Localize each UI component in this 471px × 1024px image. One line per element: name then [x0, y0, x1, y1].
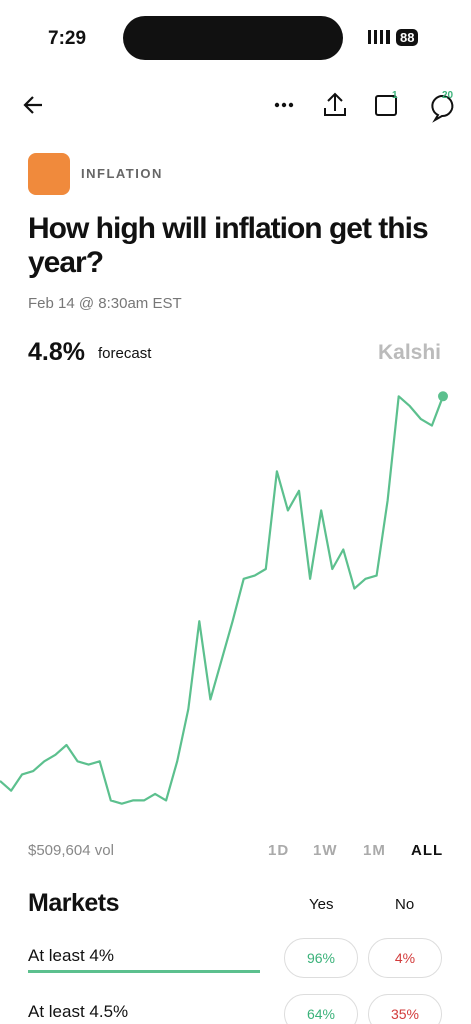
battery: 88 [396, 29, 419, 46]
status-time: 7:29 [48, 28, 87, 49]
dynamic-island [123, 16, 343, 60]
back-button[interactable] [23, 96, 42, 114]
comments-button[interactable] [431, 95, 454, 123]
yes-button[interactable]: 96% [284, 938, 358, 978]
calendar-button[interactable] [375, 95, 397, 116]
date: Feb 14 @ 8:30am EST [28, 295, 182, 312]
brand: Kalshi [378, 341, 442, 364]
forecast-label: forecast [98, 345, 152, 362]
yes-header: Yes [309, 896, 334, 913]
signal-icon [368, 30, 390, 44]
range-1d[interactable]: 1D [268, 842, 290, 859]
price-line [0, 395, 445, 805]
market-bar [28, 970, 260, 973]
no-button[interactable]: 35% [368, 994, 442, 1024]
title: How high will inflation get this year? [28, 212, 429, 279]
range-1w[interactable]: 1W [313, 842, 338, 859]
category-icon [28, 153, 70, 195]
category: INFLATION [81, 166, 163, 181]
market-label[interactable]: At least 4.5% [28, 1002, 129, 1021]
forecast-value: 4.8% [28, 338, 85, 366]
no-header: No [395, 896, 415, 913]
chart [0, 391, 448, 805]
volume: $509,604 vol [28, 842, 114, 859]
markets-title: Markets [28, 889, 120, 917]
calendar-badge: 1 [392, 90, 398, 101]
yes-button[interactable]: 64% [284, 994, 358, 1024]
nav-icons [23, 92, 454, 123]
more-button[interactable] [274, 102, 294, 108]
range-1m[interactable]: 1M [363, 842, 386, 859]
comments-badge: 20 [442, 90, 454, 101]
market-label[interactable]: At least 4% [28, 946, 114, 965]
no-button[interactable]: 4% [368, 938, 442, 978]
range-all[interactable]: ALL [411, 842, 444, 859]
end-dot [438, 391, 448, 402]
share-button[interactable] [324, 92, 346, 116]
